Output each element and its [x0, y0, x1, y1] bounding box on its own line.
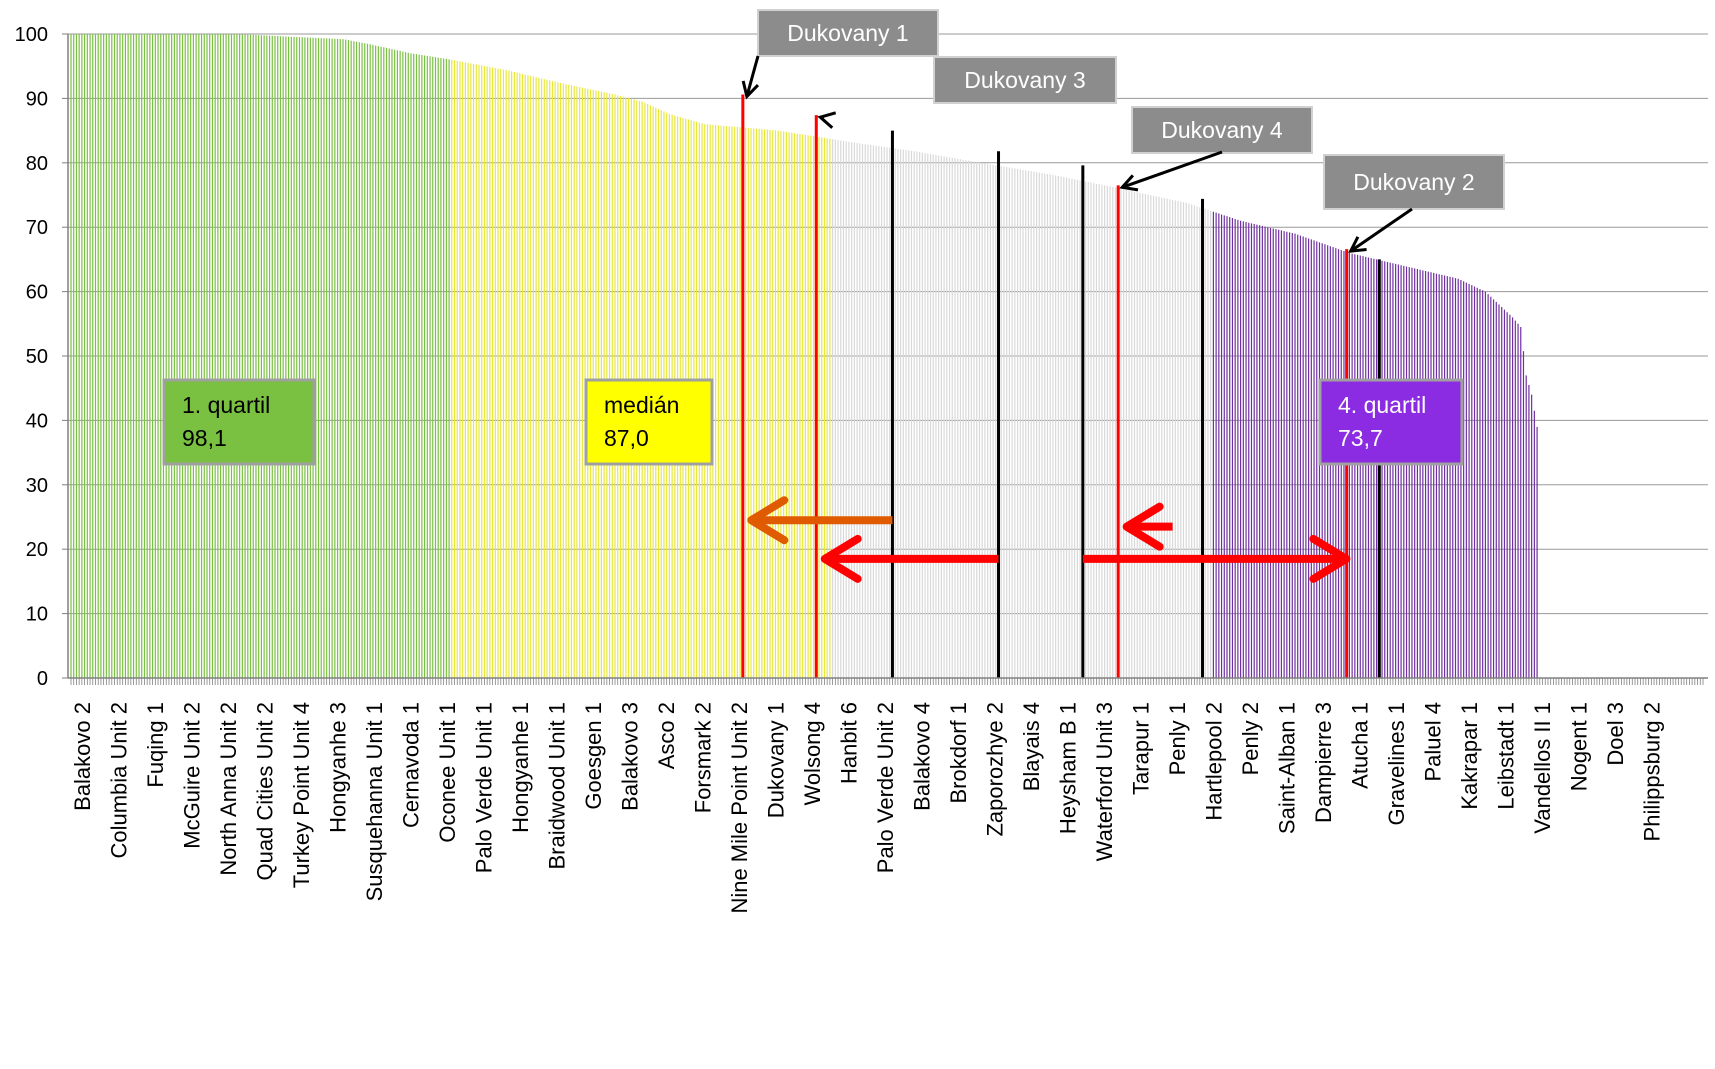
- arrow-head: [820, 534, 862, 583]
- callout-arrowhead: [1348, 236, 1367, 253]
- x-tick-label: Dukovany 1: [764, 702, 789, 818]
- x-tick-label: Philippsburg 2: [1640, 702, 1665, 841]
- bar-group: [70, 34, 1538, 678]
- legend-box-value: 87,0: [604, 425, 649, 451]
- callout-arrowhead: [1119, 174, 1139, 192]
- arrow-head: [1309, 534, 1351, 583]
- callout-box: [1323, 154, 1505, 210]
- x-tick-label: Asco 2: [654, 702, 679, 769]
- x-tick-label: Waterford Unit 3: [1092, 702, 1117, 861]
- y-tick-label: 70: [26, 217, 48, 239]
- legend-box: medián 87,0: [584, 378, 714, 466]
- arrow-group: [747, 496, 1351, 583]
- legend-box-frame: [584, 378, 714, 466]
- x-tick-label: Balakovo 4: [910, 702, 935, 811]
- y-tick-label: 30: [26, 475, 48, 497]
- y-tick-label: 10: [26, 604, 48, 626]
- x-tick-label: Dampierre 3: [1311, 702, 1336, 823]
- callout-group: Dukovany 1 Dukovany 3 Dukovany 4 Dukovany 2: [741, 9, 1505, 253]
- x-tick-label: Heysham B 1: [1056, 702, 1081, 834]
- x-tick-label: Turkey Point Unit 4: [289, 702, 314, 888]
- y-tick-label: 20: [26, 539, 48, 561]
- x-tick-label: Palo Verde Unit 1: [472, 702, 497, 873]
- x-tick-label: Penly 2: [1238, 702, 1263, 775]
- legend-box: 4. quartil 73,7: [1318, 378, 1464, 466]
- x-tick-label: Quad Cities Unit 2: [253, 702, 278, 881]
- x-tick-label: Palo Verde Unit 2: [873, 702, 898, 873]
- callout: Dukovany 3: [817, 56, 1117, 129]
- x-tick-label: Penly 1: [1165, 702, 1190, 775]
- callout-box: [757, 9, 939, 57]
- callout-leader: [745, 55, 760, 97]
- x-tick-label: Columbia Unit 2: [107, 702, 132, 859]
- y-tick-label: 90: [26, 88, 48, 110]
- x-tick-label: Nine Mile Point Unit 2: [727, 702, 752, 914]
- callout-label: Dukovany 4: [1161, 117, 1283, 143]
- callout: Dukovany 1: [741, 9, 939, 100]
- axes: [62, 33, 1708, 685]
- y-tick-label: 40: [26, 410, 48, 432]
- x-axis-labels: Balakovo 2 Columbia Unit 2 Fuqing 1 McGuire…: [70, 702, 1665, 914]
- y-tick-label: 50: [26, 346, 48, 368]
- x-tick-label: Susquehanna Unit 1: [362, 702, 387, 901]
- x-tick-label: Balakovo 2: [70, 702, 95, 811]
- x-tick-label: Balakovo 3: [618, 702, 643, 811]
- x-tick-label: Paluel 4: [1421, 702, 1446, 782]
- legend-box-value: 98,1: [182, 425, 227, 451]
- x-tick-label: Doel 3: [1603, 702, 1628, 766]
- y-tick-label: 0: [37, 668, 48, 690]
- x-tick-label: Tarapur 1: [1129, 702, 1154, 795]
- x-tick-label: Hanbit 6: [837, 702, 862, 784]
- x-tick-label: Gravelines 1: [1384, 702, 1409, 826]
- x-tick-label: Atucha 1: [1348, 702, 1373, 789]
- callout-box: [933, 56, 1117, 104]
- x-tick-label: Hongyanhe 3: [326, 702, 351, 833]
- callout-box: [1131, 106, 1313, 154]
- callout-leader: [1349, 207, 1413, 253]
- callout-arrowhead: [741, 80, 760, 100]
- y-tick-label: 100: [15, 24, 48, 46]
- callout: Dukovany 2: [1323, 154, 1505, 253]
- x-tick-label: Forsmark 2: [691, 702, 716, 813]
- x-tick-label: Braidwood Unit 1: [545, 702, 570, 870]
- legend-box: 1. quartil 98,1: [162, 378, 316, 466]
- callout: Dukovany 4: [1119, 106, 1313, 192]
- x-tick-label: Kakrapar 1: [1457, 702, 1482, 810]
- x-tick-label: Blayais 4: [1019, 702, 1044, 791]
- x-tick-label: Zaporozhye 2: [983, 702, 1008, 837]
- arrow-head: [1122, 502, 1164, 551]
- callout-leader: [1121, 150, 1223, 189]
- legend-boxes: 1. quartil 98,1 medián 87,0 4. quartil 73,7: [162, 378, 1464, 466]
- x-tick-label: McGuire Unit 2: [180, 702, 205, 849]
- callout-arrowhead: [817, 111, 837, 129]
- y-axis-labels: 0 10 20 30 40 50 60 70 80 90 100: [15, 24, 48, 690]
- x-tick-label: Leibstadt 1: [1494, 702, 1519, 810]
- legend-box-title: medián: [604, 392, 679, 418]
- x-tick-label: Wolsong 4: [800, 702, 825, 806]
- x-tick-label: Hartlepool 2: [1202, 702, 1227, 821]
- y-tick-label: 60: [26, 282, 48, 304]
- x-tick-label: Vandellos II 1: [1530, 702, 1555, 834]
- legend-box-frame: [162, 378, 316, 466]
- legend-box-frame: [1318, 378, 1464, 466]
- x-tick-label: Cernavoda 1: [399, 702, 424, 828]
- y-tick-label: 80: [26, 153, 48, 175]
- legend-box-title: 1. quartil: [182, 392, 270, 418]
- x-tick-label: Fuqing 1: [143, 702, 168, 788]
- arrow-head: [747, 496, 789, 545]
- x-tick-label: Goesgen 1: [581, 702, 606, 810]
- x-tick-label: Hongyanhe 1: [508, 702, 533, 833]
- callout-label: Dukovany 1: [787, 20, 908, 46]
- x-tick-label: Nogent 1: [1567, 702, 1592, 791]
- grid-lines: [68, 33, 1708, 615]
- callout-label: Dukovany 2: [1353, 169, 1474, 195]
- x-tick-label: Saint-Alban 1: [1275, 702, 1300, 834]
- legend-box-value: 73,7: [1338, 425, 1383, 451]
- legend-box-title: 4. quartil: [1338, 392, 1426, 418]
- callout-label: Dukovany 3: [964, 67, 1085, 93]
- x-tick-label: Brokdorf 1: [946, 702, 971, 804]
- x-tick-label: North Anna Unit 2: [216, 702, 241, 876]
- x-tick-label: Oconee Unit 1: [435, 702, 460, 843]
